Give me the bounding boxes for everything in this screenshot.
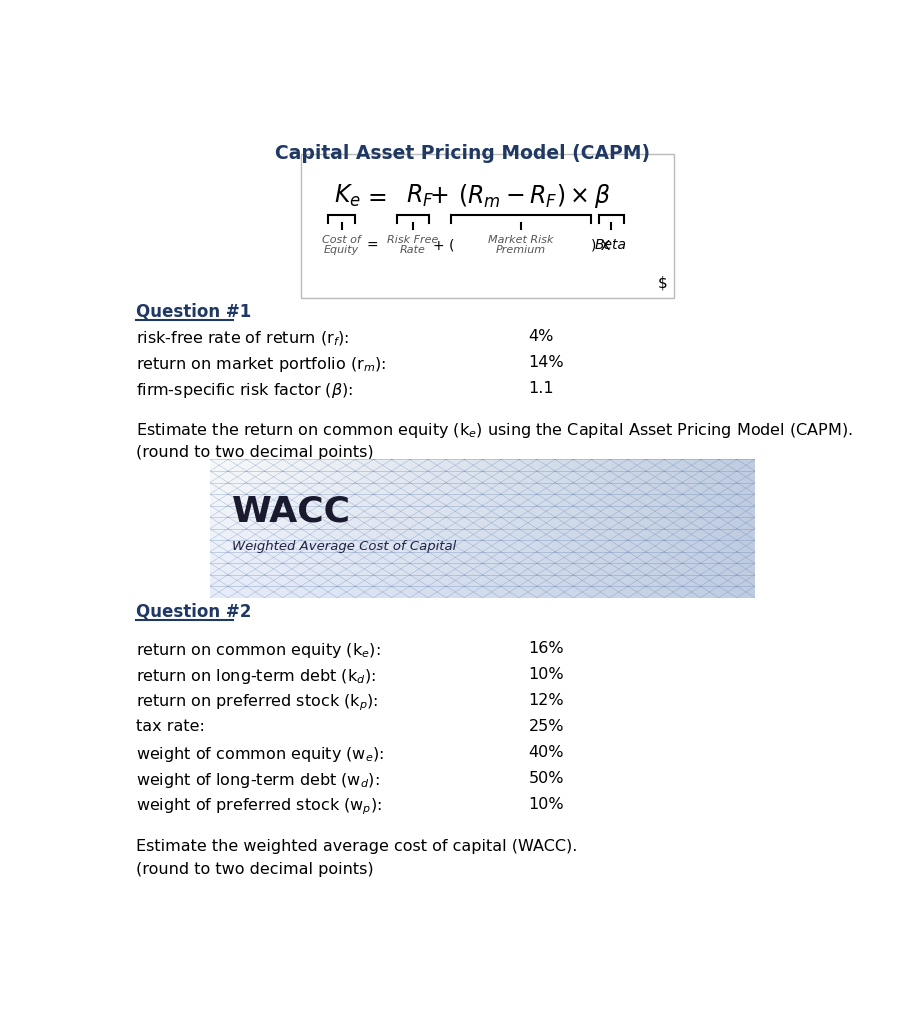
Text: Weighted Average Cost of Capital: Weighted Average Cost of Capital [232, 540, 456, 553]
Text: $+$: $+$ [428, 184, 448, 208]
Text: Estimate the return on common equity (k$_e$) using the Capital Asset Pricing Mod: Estimate the return on common equity (k$… [136, 422, 852, 440]
Text: weight of long-term debt (w$_d$):: weight of long-term debt (w$_d$): [136, 771, 380, 790]
Text: 10%: 10% [529, 797, 565, 812]
Text: =: = [366, 239, 378, 252]
FancyBboxPatch shape [301, 154, 675, 298]
Text: Equity: Equity [324, 245, 359, 255]
Text: 10%: 10% [529, 667, 565, 682]
Text: 1.1: 1.1 [529, 381, 555, 396]
Text: $=$: $=$ [363, 184, 387, 208]
Text: $: $ [658, 275, 667, 291]
Text: Question #1: Question #1 [136, 302, 252, 321]
Text: 50%: 50% [529, 771, 564, 785]
Text: + (: + ( [433, 239, 455, 252]
Text: Cost of: Cost of [322, 234, 361, 245]
Text: risk-free rate of return (r$_f$):: risk-free rate of return (r$_f$): [136, 330, 349, 347]
Text: 4%: 4% [529, 330, 554, 344]
Text: Beta: Beta [595, 239, 627, 252]
Text: weight of common equity (w$_e$):: weight of common equity (w$_e$): [136, 744, 384, 764]
Text: WACC: WACC [232, 494, 351, 528]
Text: Premium: Premium [496, 245, 547, 255]
Text: (round to two decimal points): (round to two decimal points) [136, 862, 373, 878]
Text: (round to two decimal points): (round to two decimal points) [136, 445, 373, 460]
Text: return on market portfolio (r$_m$):: return on market portfolio (r$_m$): [136, 355, 386, 374]
Text: Question #2: Question #2 [136, 603, 252, 621]
Text: $K_e$: $K_e$ [334, 183, 361, 209]
Text: return on common equity (k$_e$):: return on common equity (k$_e$): [136, 641, 381, 659]
Text: 25%: 25% [529, 719, 564, 734]
Text: return on preferred stock (k$_p$):: return on preferred stock (k$_p$): [136, 692, 379, 714]
Text: Rate: Rate [400, 245, 426, 255]
Text: return on long-term debt (k$_d$):: return on long-term debt (k$_d$): [136, 667, 376, 686]
Text: Market Risk: Market Risk [488, 234, 554, 245]
Text: Risk Free: Risk Free [387, 234, 438, 245]
Text: 12%: 12% [529, 692, 565, 708]
Text: $(R_m - R_F) \times \beta$: $(R_m - R_F) \times \beta$ [457, 182, 611, 210]
Text: ) X: ) X [591, 239, 610, 252]
Text: firm-specific risk factor ($\beta$):: firm-specific risk factor ($\beta$): [136, 381, 354, 400]
Text: tax rate:: tax rate: [136, 719, 205, 734]
Text: 14%: 14% [529, 355, 565, 371]
Text: weight of preferred stock (w$_p$):: weight of preferred stock (w$_p$): [136, 797, 382, 817]
Text: 16%: 16% [529, 641, 565, 655]
Text: 40%: 40% [529, 744, 564, 760]
Text: $R_F$: $R_F$ [406, 183, 434, 209]
Text: Estimate the weighted average cost of capital (WACC).: Estimate the weighted average cost of ca… [136, 839, 577, 854]
Text: Capital Asset Pricing Model (CAPM): Capital Asset Pricing Model (CAPM) [275, 144, 649, 164]
